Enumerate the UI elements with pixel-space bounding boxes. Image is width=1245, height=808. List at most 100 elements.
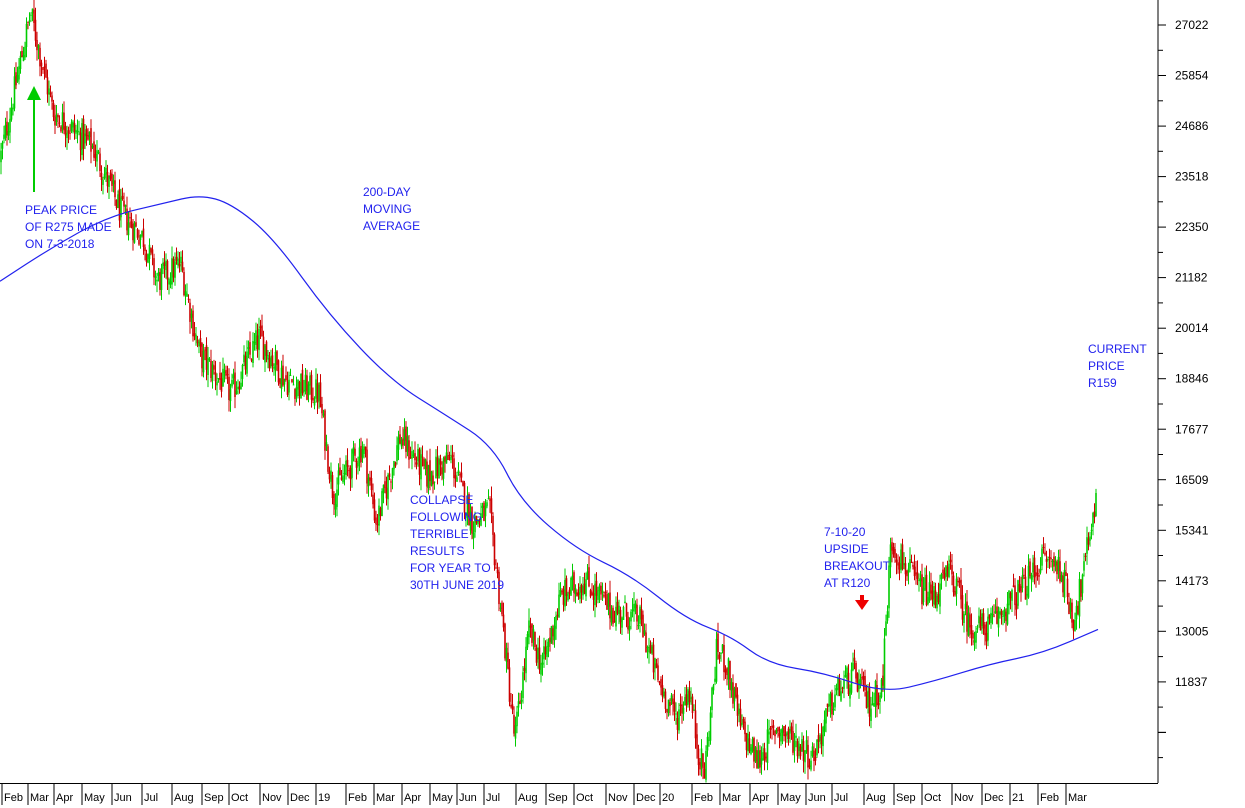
candle-body [1081,574,1084,594]
candle-body [919,578,922,582]
candle-body [448,454,451,456]
candle-body [472,532,475,539]
candle-body [1087,538,1090,545]
candle-body [1075,605,1078,620]
candle-body [199,338,202,347]
candle-body [744,721,746,735]
candle-body [535,647,538,663]
candle-body [349,467,352,480]
candle-body [225,369,227,376]
candle-body [306,375,308,400]
candle-body [895,559,898,563]
candle-body [927,597,929,604]
candle-body [478,520,481,522]
candle-body [205,345,208,370]
candle-body [289,375,292,376]
candle-body [33,9,35,23]
candle-body [370,478,373,491]
x-tick-label: Jun [808,792,826,804]
candle-body [616,601,619,614]
candle-body [1078,578,1081,617]
candle-body [750,747,752,755]
candle-body [123,200,125,207]
candle-body [231,379,233,387]
candle-body [495,567,497,569]
candle-body [772,725,775,729]
candle-body [565,578,568,596]
x-tick-label: 20 [662,792,674,804]
candle-body [468,494,470,526]
candle-body [24,46,26,58]
candle-body [409,457,412,459]
candle-body [604,591,607,594]
candle-body [178,263,181,267]
candle-body [340,477,343,480]
candle-body [840,691,842,701]
candle-body [345,460,347,475]
candle-body [246,351,248,374]
candle-body [529,625,532,628]
candle-body [30,14,32,16]
candle-body [457,470,460,473]
candle-body [699,762,701,770]
candle-body [733,688,736,702]
candle-body [307,384,310,396]
candle-body [300,374,302,399]
candle-body [675,713,677,715]
candle-body [450,456,452,461]
candle-body [261,325,263,337]
candle-body [1072,620,1075,631]
candle-body [132,224,134,241]
candle-body [309,375,311,386]
candle-body [486,502,488,507]
candle-body [295,386,298,397]
candle-body [61,112,64,130]
candle-body [229,389,232,402]
candle-body [844,674,847,678]
candle-body [0,150,2,163]
candle-body [990,612,992,623]
candle-body [412,454,415,456]
candle-body [690,697,692,699]
candle-body [375,517,377,525]
candle-body [510,705,512,707]
annotation-breakout: 7-10-20 UPSIDE BREAKOUT AT R120 [824,525,891,590]
candle-body [1000,611,1003,616]
candle-body [114,180,116,198]
candle-body [771,726,773,728]
candle-body [534,631,536,648]
candle-body [997,610,1000,628]
candle-body [897,562,899,566]
candle-body [958,580,961,583]
candle-body [571,575,574,581]
candle-body [843,680,845,689]
candle-body [558,594,560,618]
candle-body [6,121,8,136]
candle-body [946,566,949,577]
candle-body [1071,602,1073,623]
candle-body [700,748,703,767]
candle-body [297,379,299,390]
candle-body [727,658,730,680]
candle-body [373,499,376,521]
candle-body [669,701,671,707]
candle-body [1092,513,1094,528]
candle-body [633,603,635,612]
candle-body [55,114,58,122]
breakout-arrow-shaft [860,595,864,601]
candle-body [1077,605,1079,614]
candle-body [1062,575,1064,593]
candle-body [909,559,911,569]
candle-body [645,632,647,653]
candle-body [310,374,313,400]
x-tick-label: Jul [486,792,500,804]
candle-body [741,723,743,725]
candle-body [439,458,442,465]
candle-body [43,66,46,68]
candle-body [603,594,605,597]
candle-body [670,695,673,702]
candle-body [72,121,74,128]
candle-body [414,453,416,461]
candle-body [168,279,170,285]
